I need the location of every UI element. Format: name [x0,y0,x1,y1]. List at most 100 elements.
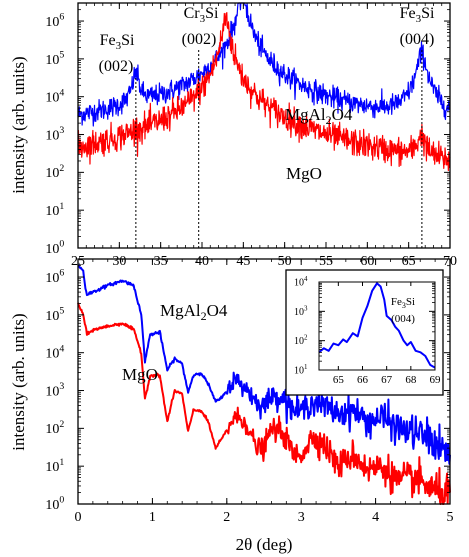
top-mgo-label: MgO [286,164,322,183]
tick-exponent: 0 [59,495,64,506]
inset-fe3si-sub: 3 [402,301,406,310]
tick-base: 10 [45,347,59,362]
inset-fe3si-base: Fe [391,296,402,308]
tick-base: 10 [45,422,59,437]
top-mgal2o4-rest: O4 [332,105,353,124]
bottom-series-group [77,264,451,505]
bottom-series-line-mgo [77,302,451,505]
fe3si-002-rest: Si [121,32,135,49]
inset-fe3si-rest: Si [406,296,415,308]
inset-x-tick-label: 69 [430,374,442,386]
bottom-plot-frame [77,258,451,505]
bottom-y-tick-label: 101 [45,457,64,475]
tick-base: 10 [294,336,304,347]
inset-series-group [318,282,436,369]
fe3si-004-label: Fe3Si [400,5,435,25]
tick-exponent: 1 [59,457,64,468]
tick-exponent: 1 [304,363,308,371]
inset-y-tick-label: 101 [294,363,308,377]
inset-y-tick-label: 103 [294,304,308,318]
fe3si-002-hkl: (002) [99,58,134,75]
x-tick-label: 55 [319,254,333,269]
top-y-tick-label: 106 [45,12,64,30]
tick-exponent: 0 [59,239,64,250]
inset-background [285,269,444,396]
bottom-y-tick-label: 106 [45,268,64,286]
tick-exponent: 4 [59,343,64,354]
x-tick-label: 40 [195,254,209,269]
x-tick-label: 4 [372,510,379,525]
tick-exponent: 5 [59,305,64,316]
tick-base: 10 [45,460,59,475]
inset-x-tick-label: 67 [381,374,393,386]
x-tick-label: 1 [149,510,156,525]
top-series-group [77,2,451,172]
top-y-tick-label: 102 [45,163,64,181]
x-tick-label: 5 [447,510,454,525]
top-y-tick-label: 103 [45,125,64,143]
tick-exponent: 2 [59,419,64,430]
top-mgal2o4-sub: 2 [326,113,332,127]
tick-base: 10 [45,309,59,324]
tick-base: 10 [294,278,304,289]
cr3si-002-base: Cr [184,5,201,22]
inset-y-tick-label: 102 [294,334,308,348]
tick-exponent: 3 [59,381,64,392]
bottom-mgal2o4-rest: O4 [207,301,228,320]
tick-exponent: 3 [59,125,64,136]
x-tick-label: 0 [75,510,82,525]
top-y-tick-label: 100 [45,239,64,257]
tick-exponent: 2 [59,163,64,174]
cr3si-002-hkl: (002) [182,31,217,48]
x-tick-label: 35 [154,254,168,269]
fe3si-004-base: Fe [400,5,416,22]
top-mgal2o4-base: MgAl [285,105,326,124]
tick-exponent: 1 [59,201,64,212]
tick-base: 10 [45,166,59,181]
bottom-y-tick-label: 104 [45,343,64,361]
top-series-line-mgal2o4 [77,2,451,127]
x-tick-label: 45 [236,254,250,269]
bottom-y-axis-label: intensity (arb. units) [9,313,28,450]
x-tick-label: 60 [360,254,374,269]
top-y-axis-label: intensity (arb. units) [9,56,28,193]
inset-plot-frame [318,281,436,371]
inset-x-tick-label: 68 [405,374,417,386]
fe3si-004-rest: Si [421,5,435,22]
x-tick-label: 2 [223,510,230,525]
tick-base: 10 [45,53,59,68]
cr3si-002-label: Cr3Si [184,5,219,25]
fe3si-002-label: Fe3Si [100,32,135,52]
inset-fe3si-hkl: (004) [391,313,415,325]
tick-base: 10 [45,271,59,286]
top-series-line-mgo [77,11,451,172]
tick-exponent: 4 [59,87,64,98]
top-y-tick-label: 101 [45,201,64,219]
bottom-y-tick-label: 102 [45,419,64,437]
top-plot-frame [77,2,451,249]
fe3si-002-base: Fe [100,32,116,49]
x-axis-label: 2θ (deg) [236,535,293,554]
tick-base: 10 [45,384,59,399]
tick-exponent: 3 [304,304,308,312]
tick-exponent: 5 [59,49,64,60]
inset-fe3si-label: Fe3Si [391,296,415,310]
bottom-mgal2o4-label: MgAl2O4 [160,301,228,323]
inset-series-line [318,282,436,369]
fe3si-004-hkl: (004) [400,31,435,48]
top-mgal2o4-label: MgAl2O4 [285,105,353,127]
bottom-y-tick-label: 100 [45,495,64,513]
tick-base: 10 [45,498,59,513]
tick-exponent: 6 [59,268,64,279]
cr3si-002-sub: 3 [200,13,206,25]
tick-base: 10 [294,307,304,318]
bottom-y-tick-label: 105 [45,305,64,323]
inset-x-tick-label: 66 [357,374,369,386]
tick-exponent: 4 [304,275,308,283]
tick-base: 10 [45,15,59,30]
fe3si-002-sub: 3 [116,40,122,52]
top-reference-lines [135,50,423,248]
